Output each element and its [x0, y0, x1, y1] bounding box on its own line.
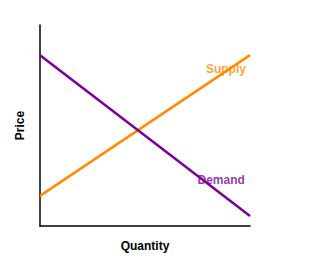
svg-text:Supply: Supply — [206, 62, 246, 76]
svg-text:Price: Price — [13, 110, 27, 140]
svg-text:Quantity: Quantity — [121, 239, 170, 253]
svg-text:Demand: Demand — [197, 172, 245, 187]
